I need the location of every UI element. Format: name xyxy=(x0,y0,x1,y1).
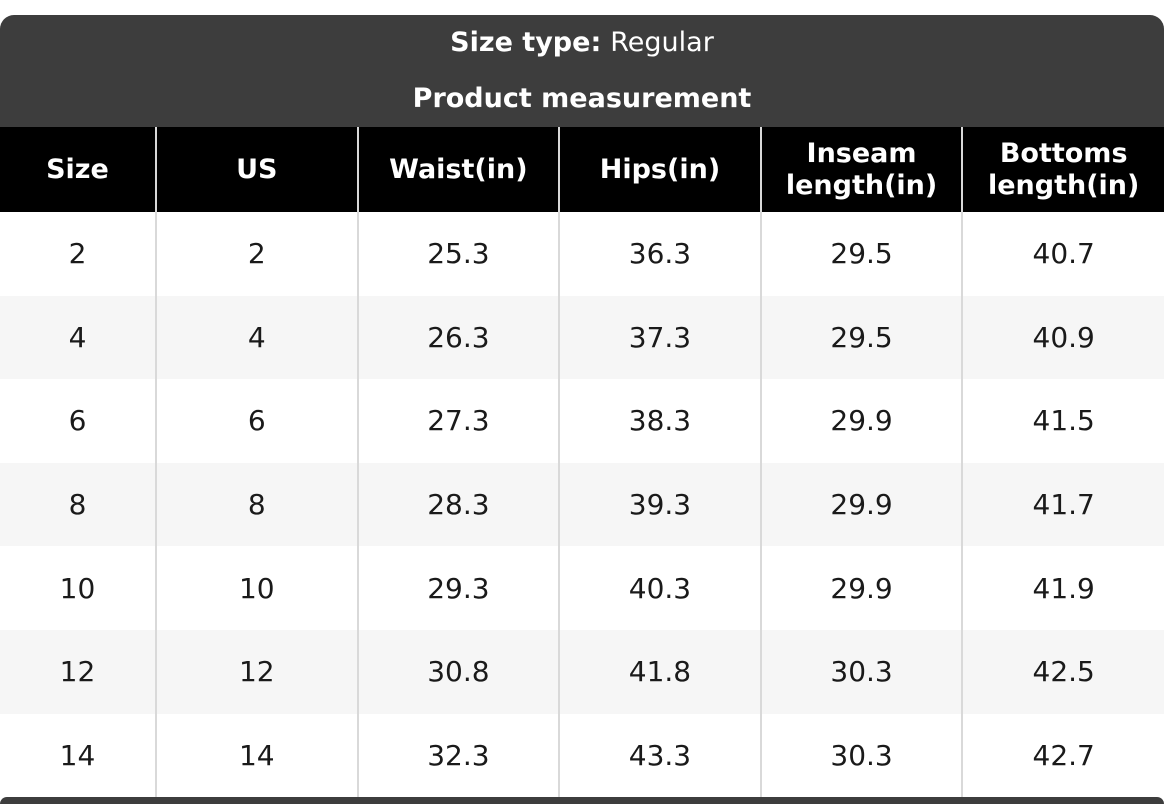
table-row: 8 8 28.3 39.3 29.9 41.7 xyxy=(0,462,1164,547)
table-cell: 29.5 xyxy=(759,212,963,296)
table-cell: 38.3 xyxy=(558,379,761,463)
table-cell: 2 xyxy=(154,212,358,296)
size-type-value: Regular xyxy=(610,27,714,58)
size-type-label: Size type: xyxy=(450,27,602,58)
column-header-inseam-length: Inseam length(in) xyxy=(759,127,963,212)
table-cell: 40.3 xyxy=(558,546,761,630)
table-header: Size US Waist(in) Hips(in) Inseam length… xyxy=(0,127,1164,212)
table-cell: 12 xyxy=(0,629,156,714)
table-cell: 29.9 xyxy=(759,546,963,630)
table-cell: 42.7 xyxy=(961,713,1164,798)
table-cell: 36.3 xyxy=(558,212,761,296)
table-cell: 6 xyxy=(154,379,358,463)
table-cell: 41.5 xyxy=(961,379,1164,463)
table-cell: 8 xyxy=(154,462,358,547)
table-cell: 8 xyxy=(0,462,156,547)
table-cell: 40.7 xyxy=(961,212,1164,296)
size-chart-caption: Size type: Regular Product measurement xyxy=(0,15,1164,127)
table-cell: 2 xyxy=(0,212,156,296)
table-row: 12 12 30.8 41.8 30.3 42.5 xyxy=(0,629,1164,714)
size-chart-card: Size type: Regular Product measurement Si… xyxy=(0,15,1164,798)
table-cell: 43.3 xyxy=(558,713,761,798)
table-cell: 41.7 xyxy=(961,462,1164,547)
table-row: 10 10 29.3 40.3 29.9 41.9 xyxy=(0,546,1164,630)
product-measurement-title: Product measurement xyxy=(412,83,752,114)
table-cell: 4 xyxy=(154,295,358,380)
table-cell: 29.9 xyxy=(759,379,963,463)
table-cell: 30.3 xyxy=(759,713,963,798)
table-cell: 42.5 xyxy=(961,629,1164,714)
table-row: 4 4 26.3 37.3 29.5 40.9 xyxy=(0,295,1164,380)
column-header-size: Size xyxy=(0,127,156,212)
column-header-waist: Waist(in) xyxy=(356,127,560,212)
table-cell: 10 xyxy=(0,546,156,630)
table-cell: 28.3 xyxy=(356,462,560,547)
table-row: 14 14 32.3 43.3 30.3 42.7 xyxy=(0,713,1164,798)
table-body: 2 2 25.3 36.3 29.5 40.7 4 4 26.3 37.3 29.5 40.9 6 6 27… xyxy=(0,212,1164,798)
column-header-bottoms-length: Bottoms length(in) xyxy=(961,127,1164,212)
table-cell: 14 xyxy=(154,713,358,798)
table-cell: 41.9 xyxy=(961,546,1164,630)
next-section-top-edge xyxy=(0,797,1164,804)
table-cell: 30.8 xyxy=(356,629,560,714)
table-cell: 27.3 xyxy=(356,379,560,463)
table-cell: 29.5 xyxy=(759,295,963,380)
table-cell: 32.3 xyxy=(356,713,560,798)
size-type-line: Size type: Regular xyxy=(0,15,1164,71)
table-cell: 41.8 xyxy=(558,629,761,714)
table-cell: 12 xyxy=(154,629,358,714)
header-row: Size US Waist(in) Hips(in) Inseam length… xyxy=(0,127,1164,212)
table-cell: 4 xyxy=(0,295,156,380)
table-cell: 40.9 xyxy=(961,295,1164,380)
table-row: 6 6 27.3 38.3 29.9 41.5 xyxy=(0,379,1164,463)
table-cell: 37.3 xyxy=(558,295,761,380)
table-row: 2 2 25.3 36.3 29.5 40.7 xyxy=(0,212,1164,296)
table-cell: 6 xyxy=(0,379,156,463)
table-cell: 29.9 xyxy=(759,462,963,547)
table-cell: 26.3 xyxy=(356,295,560,380)
table-cell: 39.3 xyxy=(558,462,761,547)
table-cell: 29.3 xyxy=(356,546,560,630)
table-cell: 10 xyxy=(154,546,358,630)
table-cell: 25.3 xyxy=(356,212,560,296)
column-header-us: US xyxy=(154,127,358,212)
measurement-table: Size US Waist(in) Hips(in) Inseam length… xyxy=(0,127,1164,798)
table-cell: 14 xyxy=(0,713,156,798)
column-header-hips: Hips(in) xyxy=(558,127,761,212)
table-cell: 30.3 xyxy=(759,629,963,714)
